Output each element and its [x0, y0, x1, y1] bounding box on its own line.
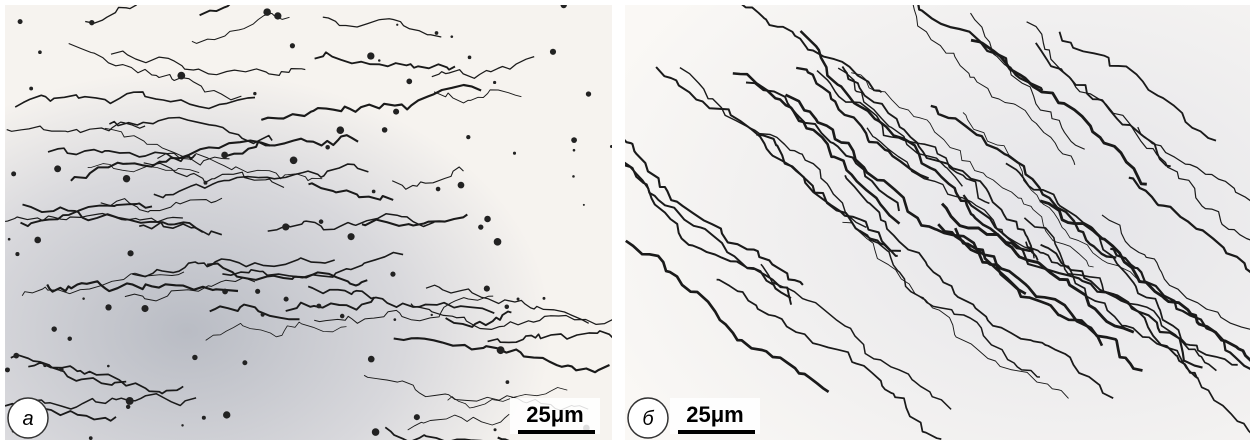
inclusion [494, 428, 497, 431]
inclusion [54, 165, 61, 172]
inclusion [8, 238, 11, 241]
inclusion [255, 289, 260, 294]
inclusion [5, 367, 10, 372]
inclusion [550, 49, 556, 55]
inclusion [126, 405, 130, 409]
inclusion [18, 19, 23, 24]
inclusion [202, 416, 206, 420]
inclusion [513, 152, 516, 155]
inclusion [204, 181, 208, 185]
inclusion [82, 297, 85, 300]
inclusion [414, 414, 420, 420]
inclusion [263, 8, 271, 16]
micrograph-b [625, 5, 1250, 440]
figure: а 25μm б 25μm [0, 0, 1254, 442]
inclusion [141, 305, 148, 312]
inclusion [393, 318, 396, 321]
inclusion [450, 35, 453, 38]
inclusion [123, 175, 130, 182]
inclusion [497, 346, 505, 354]
inclusion [494, 238, 502, 246]
inclusion [126, 397, 134, 405]
inclusion [348, 233, 355, 240]
inclusion [468, 56, 472, 60]
inclusion [337, 126, 345, 134]
inclusion [466, 135, 470, 139]
inclusion [484, 286, 490, 292]
inclusion [11, 171, 16, 176]
inclusion [583, 204, 585, 206]
panel-label: б [642, 408, 654, 430]
inclusion [435, 31, 439, 35]
inclusion [368, 356, 375, 363]
inclusion [431, 314, 433, 316]
inclusion [15, 252, 19, 256]
inclusion [561, 2, 567, 8]
inclusion [223, 411, 230, 418]
inclusion [372, 428, 380, 436]
inclusion [43, 363, 47, 367]
inclusion [192, 355, 197, 360]
inclusion [571, 137, 577, 143]
inclusion [51, 326, 56, 331]
inclusion [221, 152, 228, 159]
inclusion [340, 314, 345, 319]
inclusion [458, 182, 465, 189]
inclusion [610, 145, 613, 148]
inclusion [572, 175, 575, 178]
inclusion [34, 237, 41, 244]
inclusion [68, 336, 72, 340]
page: а 25μm б 25μm (() => { const data = JSON… [0, 0, 1254, 442]
inclusion [406, 78, 412, 84]
inclusion [505, 304, 510, 309]
inclusion [127, 250, 133, 256]
inclusion [436, 187, 441, 192]
inclusion [177, 72, 185, 80]
inclusion [38, 50, 42, 54]
inclusion [382, 127, 388, 133]
inclusion [282, 223, 289, 230]
inclusion [506, 380, 510, 384]
inclusion [573, 149, 576, 152]
inclusion [107, 365, 110, 368]
inclusion [290, 43, 295, 48]
inclusion [393, 109, 399, 115]
inclusion [478, 224, 483, 229]
scale-bar-label: 25μm [526, 402, 584, 427]
panel-label: а [22, 408, 33, 430]
inclusion [222, 289, 228, 295]
inclusion [13, 353, 19, 359]
inclusion [319, 219, 324, 224]
inclusion [59, 367, 64, 372]
inclusion [378, 59, 381, 62]
inclusion [242, 360, 247, 365]
inclusion [517, 297, 520, 300]
scale-bar-label: 25μm [686, 402, 744, 427]
inclusion [274, 12, 281, 19]
inclusion [325, 145, 330, 150]
inclusion [316, 304, 321, 309]
inclusion [284, 297, 289, 302]
inclusion [261, 313, 265, 317]
inclusion [367, 52, 374, 59]
inclusion [105, 304, 111, 310]
inclusion [181, 424, 183, 426]
inclusion [372, 190, 376, 194]
inclusion [253, 92, 256, 95]
inclusion [543, 297, 546, 300]
inclusion [290, 156, 298, 164]
inclusion [29, 87, 33, 91]
inclusion [396, 24, 398, 26]
inclusion [89, 436, 93, 440]
inclusion [89, 20, 94, 25]
inclusion [493, 81, 496, 84]
inclusion [390, 272, 395, 277]
inclusion [484, 216, 491, 223]
inclusion [586, 91, 591, 96]
